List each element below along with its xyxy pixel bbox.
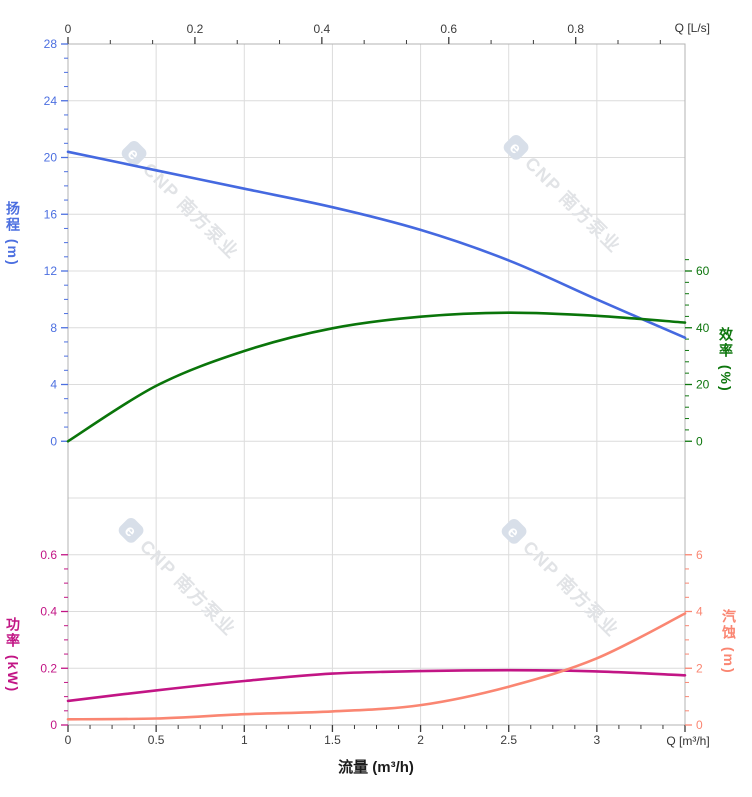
npsh-axis-title: 汽蚀 (m) <box>721 609 737 675</box>
grid-lines <box>68 44 685 725</box>
svg-text:CNP 南方泵业: CNP 南方泵业 <box>136 535 240 639</box>
head-curve <box>66 150 687 339</box>
svg-text:0.4: 0.4 <box>40 605 57 619</box>
svg-text:CNP 南方泵业: CNP 南方泵业 <box>139 158 243 262</box>
svg-text:0: 0 <box>696 434 703 448</box>
svg-text:0.6: 0.6 <box>440 22 457 36</box>
svg-text:2: 2 <box>696 661 703 675</box>
axis-power: 0 0.2 0.4 0.6 <box>40 548 68 732</box>
svg-text:2.5: 2.5 <box>500 733 517 747</box>
efficiency-curve <box>66 311 687 443</box>
svg-text:24: 24 <box>44 94 58 108</box>
svg-text:CNP 南方泵业: CNP 南方泵业 <box>519 536 623 640</box>
top-axis-unit-label: Q [L/s] <box>674 21 710 35</box>
axis-bottom: 0 0.5 1 1.5 2 2.5 3 <box>65 725 686 747</box>
axis-npsh: 0 2 4 6 <box>685 548 703 732</box>
axis-top: 0 0.2 0.4 0.6 0.8 <box>65 22 661 44</box>
svg-text:20: 20 <box>696 378 710 392</box>
npsh-curve <box>66 612 687 721</box>
svg-text:0: 0 <box>696 718 703 732</box>
svg-text:0.2: 0.2 <box>187 22 204 36</box>
svg-text:4: 4 <box>696 605 703 619</box>
svg-text:40: 40 <box>696 321 710 335</box>
svg-text:4: 4 <box>50 378 57 392</box>
svg-text:20: 20 <box>44 151 58 165</box>
axis-head: 0 4 8 12 16 20 24 28 <box>44 37 68 448</box>
head-axis-title: 扬程 (m) <box>5 201 21 267</box>
axis-eff: 0 20 40 60 <box>685 259 710 448</box>
svg-text:2: 2 <box>417 733 424 747</box>
svg-text:0: 0 <box>50 434 57 448</box>
svg-text:0: 0 <box>65 733 72 747</box>
svg-text:0: 0 <box>65 22 72 36</box>
svg-text:28: 28 <box>44 37 58 51</box>
svg-text:0: 0 <box>50 718 57 732</box>
svg-text:6: 6 <box>696 548 703 562</box>
svg-text:8: 8 <box>50 321 57 335</box>
svg-text:1.5: 1.5 <box>324 733 341 747</box>
svg-text:16: 16 <box>44 207 58 221</box>
power-axis-title: 功率 (kW) <box>5 617 21 694</box>
svg-text:0.2: 0.2 <box>40 661 57 675</box>
svg-text:1: 1 <box>241 733 248 747</box>
svg-text:3: 3 <box>594 733 601 747</box>
svg-text:CNP 南方泵业: CNP 南方泵业 <box>521 152 625 256</box>
svg-text:0.8: 0.8 <box>567 22 584 36</box>
svg-text:12: 12 <box>44 264 58 278</box>
svg-text:0.5: 0.5 <box>148 733 165 747</box>
flow-axis-title: 流量 (m³/h) <box>338 759 414 776</box>
svg-text:0.6: 0.6 <box>40 548 57 562</box>
bottom-axis-unit-label: Q [m³/h] <box>666 734 710 748</box>
svg-text:0.4: 0.4 <box>314 22 331 36</box>
svg-text:60: 60 <box>696 264 710 278</box>
power-curve <box>66 668 687 703</box>
efficiency-axis-title: 效率 (%) <box>718 327 734 393</box>
